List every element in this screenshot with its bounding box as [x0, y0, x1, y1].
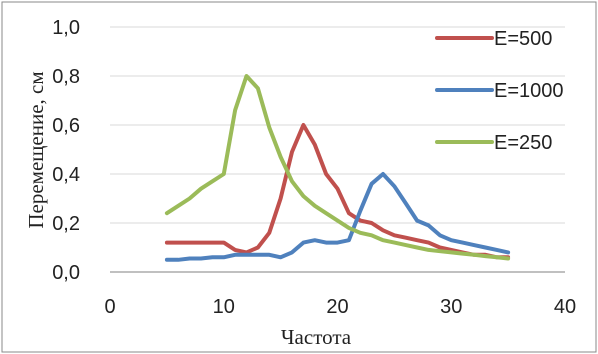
- x-tick-label: 30: [440, 296, 462, 318]
- legend-label: E=500: [494, 28, 552, 50]
- x-tick-label: 10: [213, 296, 235, 318]
- legend-label: E=1000: [494, 80, 564, 102]
- x-tick-label: 0: [104, 296, 115, 318]
- y-tick-label: 0,2: [52, 213, 80, 235]
- legend: E=500 E=1000 E=250: [435, 28, 564, 154]
- y-tick-label: 0,4: [52, 164, 80, 186]
- y-axis-title: Перемещение, см: [24, 71, 48, 228]
- series-line-e-250: [164, 74, 511, 261]
- y-tick-label: 1,0: [52, 17, 80, 39]
- legend-label: E=250: [494, 132, 552, 154]
- series-line-e-500: [164, 123, 511, 260]
- legend-item-e-250: E=250: [435, 132, 552, 154]
- x-tick-label: 40: [554, 296, 576, 318]
- legend-item-e-500: E=500: [435, 28, 552, 50]
- x-axis-title: Частота: [281, 325, 352, 349]
- series-lines: [164, 74, 511, 262]
- gridlines: [110, 26, 565, 224]
- legend-item-e-1000: E=1000: [435, 80, 564, 102]
- series-line-e-1000: [164, 172, 511, 262]
- y-tick-label: 0,6: [52, 115, 80, 137]
- x-axis-ticks: 0 10 20 30 40: [104, 296, 576, 318]
- x-tick-label: 20: [326, 296, 348, 318]
- y-tick-label: 0,0: [52, 262, 80, 284]
- y-tick-label: 0,8: [52, 66, 80, 88]
- y-axis-ticks: 0,0 0,2 0,4 0,6 0,8 1,0: [52, 17, 80, 284]
